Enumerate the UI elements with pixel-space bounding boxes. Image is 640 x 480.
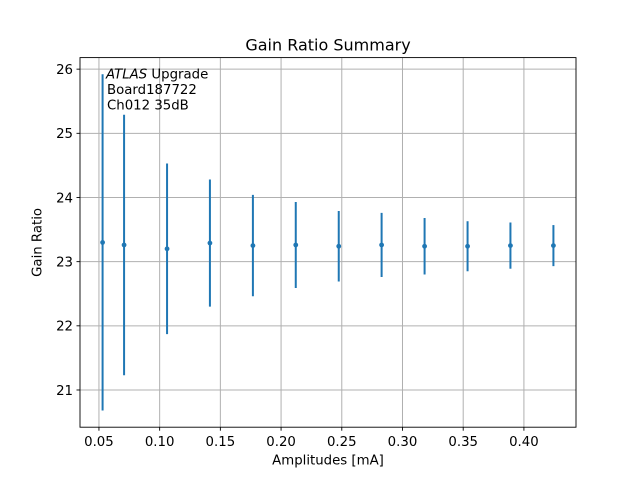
data-point-marker xyxy=(164,246,170,252)
x-tick-label: 0.20 xyxy=(266,435,296,450)
data-point-marker xyxy=(207,240,213,246)
data-point-marker xyxy=(508,243,513,249)
x-tick-label: 0.05 xyxy=(84,435,114,450)
x-tick-label: 0.15 xyxy=(206,435,236,450)
x-tick-label: 0.10 xyxy=(145,435,175,450)
y-tick-label: 23 xyxy=(56,255,73,270)
chart-title: Gain Ratio Summary xyxy=(245,36,410,55)
y-tick-label: 24 xyxy=(56,191,73,206)
x-axis-label: Amplitudes [mA] xyxy=(272,454,384,469)
y-tick-label: 25 xyxy=(56,127,73,142)
annotation-line1-rest: Upgrade xyxy=(147,68,208,83)
data-point-marker xyxy=(100,240,105,245)
annotation-line2: Board187722 xyxy=(107,83,197,98)
y-axis-label: Gain Ratio xyxy=(31,208,46,277)
data-point-marker xyxy=(293,242,299,248)
annotation-experiment: ATLAS xyxy=(105,68,148,83)
annotation-line3: Ch012 35dB xyxy=(107,99,189,114)
data-point-marker xyxy=(336,243,342,249)
data-point-marker xyxy=(551,243,556,249)
y-tick-label: 22 xyxy=(56,320,73,335)
axes-frame xyxy=(79,57,577,428)
x-tick-label: 0.35 xyxy=(448,435,478,450)
data-point-marker xyxy=(422,243,427,249)
data-point-marker xyxy=(379,242,385,248)
tick-layer: 0.05 0.10 0.15 0.20 0.25 0.30 0.35 0.40 21 22 23 24… xyxy=(56,63,539,450)
grid-layer xyxy=(80,57,576,428)
x-tick-label: 0.25 xyxy=(327,435,357,450)
errorbar-series-layer xyxy=(100,74,556,411)
data-point-marker xyxy=(250,243,256,249)
y-tick-label: 21 xyxy=(56,384,73,399)
x-tick-label: 0.40 xyxy=(509,435,539,450)
data-point-marker xyxy=(121,242,127,248)
y-tick-label: 26 xyxy=(56,63,73,78)
data-point-marker xyxy=(465,243,470,249)
x-tick-label: 0.30 xyxy=(388,435,418,450)
annotation-line1: ATLAS Upgrade xyxy=(105,68,208,83)
